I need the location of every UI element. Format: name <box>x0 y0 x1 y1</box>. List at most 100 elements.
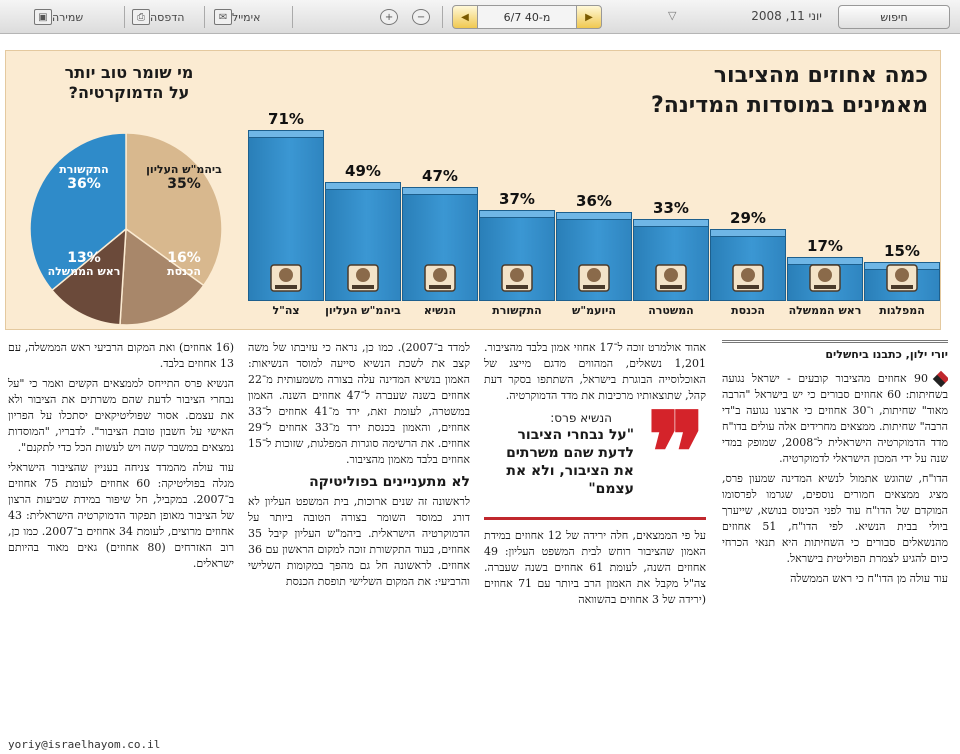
paragraph: לראשונה זה שנים ארוכות, בית המשפט העליון… <box>248 495 470 588</box>
article-column-2: אהוד אולמרט זוכה ל־17 אחוזי אמון בלבד מה… <box>484 340 706 754</box>
page-number-field[interactable]: 6/7 מ-40 <box>478 5 576 29</box>
pie-slice-label: התקשורת 36% <box>34 163 134 191</box>
bar-value-label: 29% <box>730 208 766 227</box>
zoom-in-icon: + <box>380 9 398 25</box>
bar-top <box>479 210 555 219</box>
bar-value-label: 71% <box>268 110 304 129</box>
diamond-logo-icon <box>932 370 948 388</box>
pull-quote: ❞ הנשיא פרס: "על נבחרי הציבור לדעת שהם מ… <box>484 398 706 520</box>
chevron-down-icon[interactable]: ▽ <box>668 9 677 22</box>
paragraph: עוד עולה מהמדד צניחה בעניין שהציבור הישר… <box>8 461 234 570</box>
pie-slice-name: התקשורת <box>59 163 109 176</box>
author-email[interactable]: yoriy@israelhayom.co.il <box>8 738 161 751</box>
bar-category-label: היועמ"ש <box>572 304 616 317</box>
column-4-text: (16 אחוזים) ואת המקום הרביעי ראש הממשלה,… <box>8 340 234 572</box>
infographic-title-line1: כמה אחוזים מהציבור <box>713 63 928 88</box>
bar-value-label: 49% <box>345 161 381 180</box>
bar-top <box>402 186 478 195</box>
institution-icon <box>725 255 771 295</box>
paragraph: אהוד אולמרט זוכה ל־17 אחוזי אמון בלבד מה… <box>484 341 706 402</box>
bar-top <box>633 219 709 228</box>
paragraph: עוד עולה מן הדו"ח כי ראש הממשלה <box>790 572 948 585</box>
article: יורי ילון, כתבנו ביחשלים 90 אחוזים מהציב… <box>0 340 960 754</box>
pie-slice-name: הכנסת <box>167 265 201 278</box>
toolbar-divider <box>442 6 443 28</box>
column-3-top-text: למדד ב־2007). כמו כן, נראה כי עזיבתו של … <box>248 340 470 468</box>
viewer-toolbar: שמירה ▣ הדפסה ⎙ אימייל ✉ + − ◀ 6/7 מ-40 … <box>0 0 960 34</box>
bar-category-label: צה"ל <box>272 304 300 317</box>
column-2-bottom-text: על פי הממצאים, חלה ירידה של 12 אחוזים במ… <box>484 528 706 608</box>
infographic: כמה אחוזים מהציבור מאמינים במוסדות המדינ… <box>5 50 941 330</box>
bar-value-label: 37% <box>499 190 535 209</box>
bar-value-label: 33% <box>653 199 689 218</box>
pie-title-line1: מי שומר טוב יותר <box>64 63 194 82</box>
institution-icon <box>263 255 309 295</box>
zoom-in-button[interactable]: + <box>376 5 398 29</box>
bar-top <box>710 228 786 237</box>
bar-value-label: 15% <box>884 241 920 260</box>
pie-slice-value: 13% <box>67 250 101 266</box>
bar-category-label: הנשיא <box>423 304 457 317</box>
pie-slice-value: 16% <box>167 250 201 266</box>
pie-slice-label: ביהמ"ש העליון 35% <box>134 163 234 191</box>
pie-slice-label: 16% הכנסת <box>134 251 234 279</box>
bar-top <box>248 130 324 139</box>
subheading: לא מתעניינים בפוליטיקה <box>309 474 470 490</box>
institution-icon <box>340 255 386 295</box>
paragraph: 90 אחוזים מהציבור קובעים - ישראל נגועה ב… <box>722 370 948 465</box>
issue-date-select[interactable]: יוני 11, 2008 <box>751 9 822 23</box>
search-button[interactable]: חיפוש <box>838 5 950 29</box>
zoom-out-button[interactable]: − <box>408 5 430 29</box>
email-label: אימייל <box>232 10 261 24</box>
page-navigator: ◀ 6/7 מ-40 ▶ <box>452 5 602 29</box>
bar <box>325 185 401 301</box>
pie-slice-label: 13% ראש הממשלה <box>34 251 134 279</box>
institution-icon <box>417 255 463 295</box>
byline: יורי ילון, כתבנו ביחשלים <box>722 340 948 363</box>
bar-top <box>325 181 401 190</box>
paragraph: למדד ב־2007). כמו כן, נראה כי עזיבתו של … <box>248 341 470 466</box>
institution-icon <box>648 255 694 295</box>
column-3-bottom-text: לראשונה זה שנים ארוכות, בית המשפט העליון… <box>248 494 470 590</box>
pie-slice <box>119 227 205 326</box>
bar-category-label: המפלגות <box>879 304 925 317</box>
email-button[interactable]: אימייל ✉ <box>210 5 260 29</box>
quote-mark-icon: ❞ <box>646 388 706 517</box>
save-button[interactable]: שמירה ▣ <box>30 5 83 29</box>
article-column-4: (16 אחוזים) ואת המקום הרביעי ראש הממשלה,… <box>8 340 234 732</box>
bar-value-label: 17% <box>807 237 843 256</box>
pie-slice <box>125 132 223 287</box>
trust-bar-chart: 71% צה"ל 49% ביהמ"ש העליון 47% הנשיא 37% התקשור… <box>6 51 942 331</box>
save-label: שמירה <box>52 10 84 24</box>
bar-category-label: ראש הממשלה <box>788 304 862 317</box>
paragraph: על פי הממצאים, חלה ירידה של 12 אחוזים במ… <box>484 529 706 606</box>
print-button[interactable]: הדפסה ⎙ <box>128 5 184 29</box>
prev-page-button[interactable]: ◀ <box>452 5 478 29</box>
toolbar-divider <box>124 6 125 28</box>
toolbar-divider <box>204 6 205 28</box>
pie-title: מי שומר טוב יותר על הדמוקרטיה? <box>34 63 224 103</box>
paragraph: הנשיא פרס התייחס לממצאים הקשים ואמר כי "… <box>8 377 234 454</box>
pie-slice-value: 36% <box>67 176 101 192</box>
pie-slice-value: 35% <box>167 176 201 192</box>
bar-category-label: ביהמ"ש העליון <box>325 304 401 317</box>
bar-top <box>556 212 632 221</box>
pie-slice-name: ביהמ"ש העליון <box>146 163 222 176</box>
column-1-text: 90 אחוזים מהציבור קובעים - ישראל נגועה ב… <box>722 370 948 587</box>
institution-icon <box>494 255 540 295</box>
institution-icon <box>571 255 617 295</box>
envelope-icon: ✉ <box>214 9 232 25</box>
infographic-title-line2: מאמינים במוסדות המדינה? <box>650 93 928 118</box>
next-page-button[interactable]: ▶ <box>576 5 602 29</box>
paragraph: (16 אחוזים) ואת המקום הרביעי ראש הממשלה,… <box>8 341 234 370</box>
pie-slice-name: ראש הממשלה <box>47 265 121 278</box>
search-label: חיפוש <box>880 10 908 24</box>
pie-title-line2: על הדמוקרטיה? <box>68 83 190 102</box>
toolbar-divider <box>292 6 293 28</box>
bar-value-label: 36% <box>576 192 612 211</box>
pie-slice <box>29 132 127 292</box>
bar-value-label: 47% <box>422 166 458 185</box>
column-2-top-text: אהוד אולמרט זוכה ל־17 אחוזי אמון בלבד מה… <box>484 340 706 404</box>
print-label: הדפסה <box>150 10 185 24</box>
article-column-1: יורי ילון, כתבנו ביחשלים 90 אחוזים מהציב… <box>722 340 948 754</box>
